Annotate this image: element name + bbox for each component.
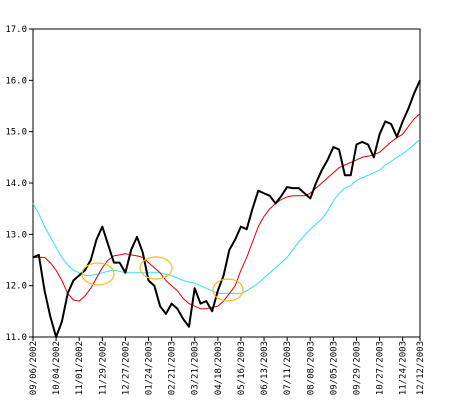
x-tick-label: 07/11/2003 (283, 341, 293, 395)
x-tick-label: 05/16/2003 (237, 341, 247, 395)
y-tick-label: 14.0 (5, 179, 27, 189)
highlight-ellipse (81, 262, 115, 286)
x-tick-label: 11/24/2003 (399, 341, 409, 395)
highlight-ellipse (212, 278, 244, 302)
x-tick-label: 01/24/2003 (145, 341, 155, 395)
x-tick-label: 02/21/2003 (168, 341, 178, 395)
x-tick-label: 06/13/2003 (260, 341, 270, 395)
plot (32, 79, 421, 338)
x-tick-label: 10/04/2002 (52, 341, 62, 395)
y-tick-label: 15.0 (5, 128, 27, 138)
x-tick-label: 09/06/2002 (29, 341, 39, 395)
x-tick-label: 03/21/2003 (191, 341, 201, 395)
x-tick-label: 04/18/2003 (214, 341, 224, 395)
series-line (32, 79, 421, 338)
x-tick-label: 09/05/2003 (329, 341, 339, 395)
x-tick-label: 11/29/2002 (98, 341, 108, 395)
x-tick-label: 09/29/2003 (352, 341, 362, 395)
series-line (33, 113, 421, 310)
highlight-ellipse (139, 256, 173, 280)
y-tick-label: 16.0 (5, 76, 27, 86)
x-tick-label: 11/01/2002 (75, 341, 85, 395)
x-tick-label: 10/27/2003 (376, 341, 386, 395)
y-tick-label: 13.0 (5, 230, 27, 240)
plot-frame (32, 28, 421, 338)
y-tick-label: 17.0 (5, 25, 27, 35)
y-tick-label: 12.0 (5, 282, 27, 292)
y-tick-label: 11.0 (5, 333, 27, 343)
x-tick-label: 08/08/2003 (306, 341, 316, 395)
x-tick-label: 12/27/2002 (121, 341, 131, 395)
x-tick-label: 12/12/2003 (416, 341, 426, 395)
series-line (32, 139, 421, 294)
